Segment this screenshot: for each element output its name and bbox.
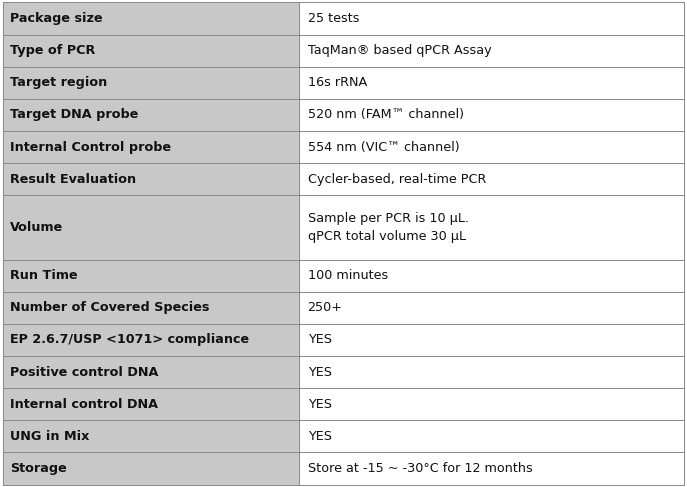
Bar — [3, 131, 300, 163]
Bar — [3, 260, 300, 292]
Text: Internal Control probe: Internal Control probe — [10, 141, 172, 153]
Bar — [300, 388, 684, 420]
Text: 16s rRNA: 16s rRNA — [308, 76, 367, 89]
Text: UNG in Mix: UNG in Mix — [10, 430, 90, 443]
Bar — [300, 260, 684, 292]
Text: TaqMan® based qPCR Assay: TaqMan® based qPCR Assay — [308, 44, 491, 57]
Bar — [300, 67, 684, 99]
Bar — [300, 356, 684, 388]
Bar — [300, 452, 684, 485]
Text: Target DNA probe: Target DNA probe — [10, 109, 139, 121]
Bar — [3, 356, 300, 388]
Bar — [300, 324, 684, 356]
Text: YES: YES — [308, 430, 332, 443]
Text: Storage: Storage — [10, 462, 67, 475]
Bar — [3, 99, 300, 131]
Bar — [3, 420, 300, 452]
Bar — [3, 35, 300, 67]
Text: 554 nm (VIC™ channel): 554 nm (VIC™ channel) — [308, 141, 459, 153]
Text: Number of Covered Species: Number of Covered Species — [10, 301, 210, 314]
Text: Run Time: Run Time — [10, 269, 78, 282]
Text: Type of PCR: Type of PCR — [10, 44, 95, 57]
Text: EP 2.6.7/USP <1071> compliance: EP 2.6.7/USP <1071> compliance — [10, 334, 249, 346]
Text: 25 tests: 25 tests — [308, 12, 359, 25]
Bar — [300, 2, 684, 35]
Text: YES: YES — [308, 398, 332, 411]
Bar — [3, 292, 300, 324]
Bar — [300, 163, 684, 195]
Bar — [3, 67, 300, 99]
Text: Positive control DNA: Positive control DNA — [10, 366, 159, 378]
Text: Sample per PCR is 10 μL.
qPCR total volume 30 μL: Sample per PCR is 10 μL. qPCR total volu… — [308, 212, 469, 243]
Text: Result Evaluation: Result Evaluation — [10, 173, 137, 186]
Bar — [3, 452, 300, 485]
Text: Internal control DNA: Internal control DNA — [10, 398, 158, 411]
Text: Package size: Package size — [10, 12, 103, 25]
Bar — [3, 388, 300, 420]
Bar — [300, 420, 684, 452]
Text: Store at -15 ~ -30°C for 12 months: Store at -15 ~ -30°C for 12 months — [308, 462, 532, 475]
Text: YES: YES — [308, 366, 332, 378]
Bar — [3, 195, 300, 260]
Bar — [300, 131, 684, 163]
Bar — [300, 35, 684, 67]
Text: 100 minutes: 100 minutes — [308, 269, 387, 282]
Bar — [300, 292, 684, 324]
Text: 520 nm (FAM™ channel): 520 nm (FAM™ channel) — [308, 109, 464, 121]
Text: Volume: Volume — [10, 221, 64, 234]
Bar — [3, 324, 300, 356]
Bar — [3, 163, 300, 195]
Bar — [300, 195, 684, 260]
Text: Cycler-based, real-time PCR: Cycler-based, real-time PCR — [308, 173, 486, 186]
Bar — [300, 99, 684, 131]
Text: YES: YES — [308, 334, 332, 346]
Bar — [3, 2, 300, 35]
Text: 250+: 250+ — [308, 301, 343, 314]
Text: Target region: Target region — [10, 76, 108, 89]
